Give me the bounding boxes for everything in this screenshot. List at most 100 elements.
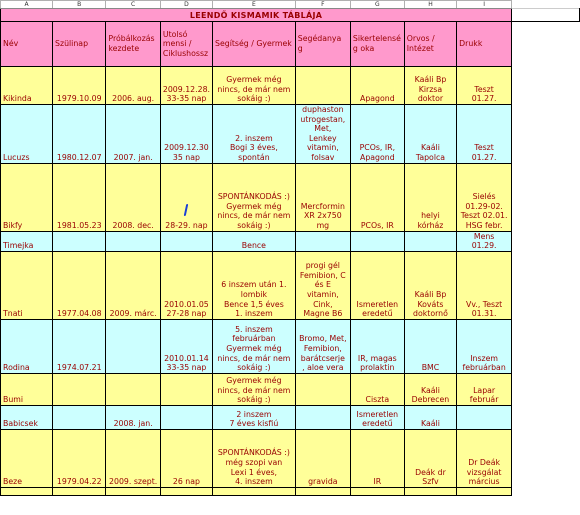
cell-ciklushossz[interactable]: 2010.01.05 27-28 nap (159, 250, 214, 320)
column-letter-h[interactable]: H (403, 0, 458, 9)
empty-cell[interactable] (349, 486, 405, 496)
cell-sikertelenseg[interactable]: Ismeretlen eredetű (349, 250, 405, 320)
cell-nev[interactable]: Bikfy (0, 162, 54, 232)
cell-szulinap[interactable] (52, 404, 107, 430)
cell-probalkozas[interactable]: 2009. márc. (105, 250, 161, 320)
header-probalkozas[interactable]: Próbálkozás kezdete (105, 21, 161, 67)
cell-drukk[interactable]: Lapar február (456, 372, 513, 406)
empty-cell[interactable] (0, 486, 54, 496)
cell-sikertelenseg[interactable]: IR, magas prolaktin (349, 318, 405, 374)
cell-sikertelenseg[interactable]: PCOs, IR, Apagond (349, 104, 405, 164)
cell-szulinap[interactable]: 1979.10.09 (52, 66, 107, 105)
cell-segedanyag[interactable] (294, 372, 351, 406)
cell-probalkozas[interactable] (105, 372, 161, 406)
header-ciklushossz[interactable]: Utolsó mensi / Ciklushossz (159, 21, 214, 67)
cell-probalkozas[interactable]: 2008. jan. (105, 404, 161, 430)
cell-ciklushossz[interactable]: 28-29. nap (159, 162, 214, 232)
column-letter-e[interactable]: E (212, 0, 296, 9)
cell-segitseg[interactable]: Gyermek még nincs, de már nem sokáig :) (212, 372, 296, 406)
cell-drukk[interactable]: Teszt 01.27. (456, 104, 513, 164)
cell-sikertelenseg[interactable]: Ismeretlen eredetű (349, 404, 405, 430)
header-szulinap[interactable]: Szülinap (52, 21, 107, 67)
cell-orvos[interactable]: Deák dr Szfv (403, 428, 458, 488)
cell-probalkozas[interactable] (105, 318, 161, 374)
cell-nev[interactable]: Bumi (0, 372, 54, 406)
column-letter-g[interactable]: G (349, 0, 405, 9)
cell-szulinap[interactable]: 1981.05.23 (52, 162, 107, 232)
cell-segitseg[interactable]: SPONTÁNKODÁS :) Gyermek még nincs, de má… (212, 162, 296, 232)
column-letter-i[interactable]: I (456, 0, 513, 9)
cell-segedanyag[interactable] (294, 230, 351, 252)
cell-probalkozas[interactable]: 2007. jan. (105, 104, 161, 164)
column-letter-a[interactable]: A (0, 0, 54, 9)
cell-sikertelenseg[interactable]: PCOs, IR (349, 162, 405, 232)
empty-cell[interactable] (159, 486, 214, 496)
empty-cell[interactable] (403, 486, 458, 496)
cell-orvos[interactable]: Kaáli Bp Kirzsa doktor (403, 66, 458, 105)
cell-segedanyag[interactable] (294, 66, 351, 105)
cell-nev[interactable]: Lucuzs (0, 104, 54, 164)
cell-ciklushossz[interactable] (159, 372, 214, 406)
cell-szulinap[interactable]: 1980.12.07 (52, 104, 107, 164)
cell-drukk[interactable] (456, 404, 513, 430)
cell-segedanyag[interactable] (294, 404, 351, 430)
cell-nev[interactable]: Kikinda (0, 66, 54, 105)
empty-cell[interactable] (456, 486, 513, 496)
cell-drukk[interactable]: Mens 01.29. (456, 230, 513, 252)
cell-segitseg[interactable]: 5. inszem februárban Gyermek még nincs, … (212, 318, 296, 374)
cell-drukk[interactable]: Sielés 01.29-02. Teszt 02.01. HSG febr. (456, 162, 513, 232)
cell-orvos[interactable]: Kaáli Tapolca (403, 104, 458, 164)
cell-probalkozas[interactable]: 2008. dec. (105, 162, 161, 232)
empty-cell[interactable] (52, 486, 107, 496)
cell-szulinap[interactable]: 1977.04.08 (52, 250, 107, 320)
cell-ciklushossz[interactable]: 26 nap (159, 428, 214, 488)
empty-cell[interactable] (294, 486, 351, 496)
cell-nev[interactable]: Rodina (0, 318, 54, 374)
column-letter-f[interactable]: F (294, 0, 351, 9)
header-segedanyag[interactable]: Segédanya g (294, 21, 351, 67)
cell-segitseg[interactable]: Bence (212, 230, 296, 252)
cell-ciklushossz[interactable] (159, 230, 214, 252)
cell-segedanyag[interactable]: gravida (294, 428, 351, 488)
cell-probalkozas[interactable]: 2009. szept. (105, 428, 161, 488)
column-letter-b[interactable]: B (52, 0, 107, 9)
cell-drukk[interactable]: Teszt 01.27. (456, 66, 513, 105)
cell-segitseg[interactable]: 2 inszem 7 éves kisfiú (212, 404, 296, 430)
cell-drukk[interactable]: Vv., Teszt 01.31. (456, 250, 513, 320)
column-letter-c[interactable]: C (105, 0, 161, 9)
cell-nev[interactable]: Babicsek (0, 404, 54, 430)
cell-orvos[interactable]: Kaáli Bp Kováts doktornő (403, 250, 458, 320)
cell-drukk[interactable]: Inszem februárban (456, 318, 513, 374)
cell-segitseg[interactable]: 6 inszem után 1. lombik Bence 1,5 éves 1… (212, 250, 296, 320)
header-orvos[interactable]: Orvos / Intézet (403, 21, 458, 67)
cell-segedanyag[interactable]: progi gél Femibion, C és E vitamin, Cink… (294, 250, 351, 320)
header-sikertelenseg[interactable]: Sikertelensé g oka (349, 21, 405, 67)
empty-cell[interactable] (105, 486, 161, 496)
cell-segedanyag[interactable]: duphaston utrogestan, Met, Lenkey vitami… (294, 104, 351, 164)
cell-szulinap[interactable]: 1979.04.22 (52, 428, 107, 488)
cell-segitseg[interactable]: Gyermek még nincs, de már nem sokáig :) (212, 66, 296, 105)
cell-ciklushossz[interactable] (159, 404, 214, 430)
header-segitseg[interactable]: Segítség / Gyermek (212, 21, 296, 67)
cell-sikertelenseg[interactable]: Ciszta (349, 372, 405, 406)
empty-cell[interactable] (212, 486, 296, 496)
cell-segedanyag[interactable]: Mercformin XR 2x750 mg (294, 162, 351, 232)
cell-orvos[interactable]: Kaáli (403, 404, 458, 430)
cell-orvos[interactable] (403, 230, 458, 252)
cell-orvos[interactable]: Kaáli Debrecen (403, 372, 458, 406)
cell-segitseg[interactable]: 2. inszem Bogi 3 éves, spontán (212, 104, 296, 164)
cell-sikertelenseg[interactable] (349, 230, 405, 252)
cell-nev[interactable]: Beze (0, 428, 54, 488)
cell-nev[interactable]: Timejka (0, 230, 54, 252)
cell-ciklushossz[interactable]: 2009.12.28. 33-35 nap (159, 66, 214, 105)
cell-nev[interactable]: Tnati (0, 250, 54, 320)
header-drukk[interactable]: Drukk (456, 21, 513, 67)
cell-szulinap[interactable] (52, 230, 107, 252)
cell-szulinap[interactable]: 1974.07.21 (52, 318, 107, 374)
table-title[interactable]: LEENDŐ KISMAMIK TÁBLÁJA (0, 8, 513, 22)
cell-sikertelenseg[interactable]: Apagond (349, 66, 405, 105)
cell-ciklushossz[interactable]: 2010.01.14 33-35 nap (159, 318, 214, 374)
cell-segitseg[interactable]: SPONTÁNKODÁS :) még szopi van Lexi 1 éve… (212, 428, 296, 488)
cell-orvos[interactable]: BMC (403, 318, 458, 374)
column-letter-d[interactable]: D (159, 0, 214, 9)
